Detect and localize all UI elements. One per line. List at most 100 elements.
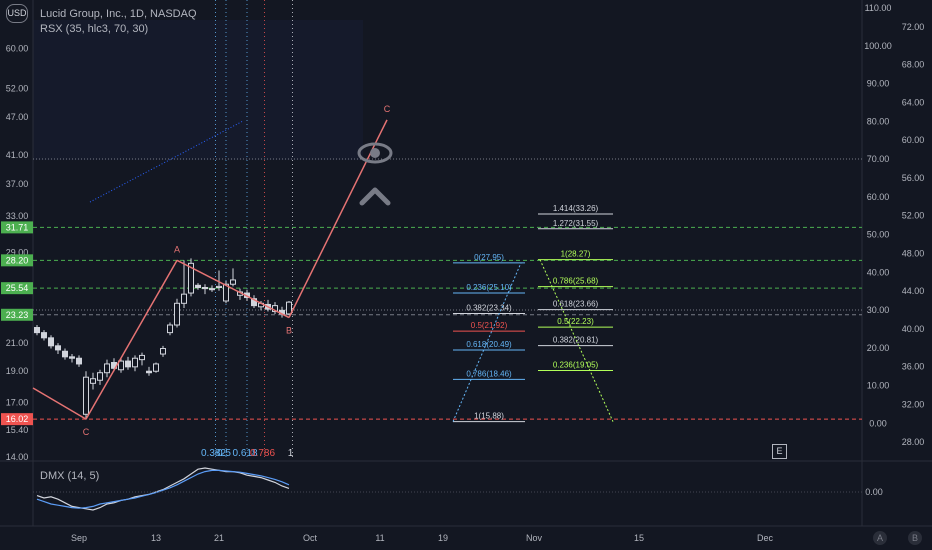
fib-level-label: 0.236(19.05) xyxy=(553,360,599,369)
rsx-axis-tick: 100.00 xyxy=(864,41,892,51)
x-axis-tick: 19 xyxy=(438,533,448,543)
candle-body xyxy=(48,337,54,347)
scale-a-button[interactable]: A xyxy=(873,531,887,545)
x-axis-tick: 15 xyxy=(634,533,644,543)
chevron-up-icon[interactable] xyxy=(359,187,391,206)
fib-drawings: 0(27.95) 0.236(25.10) 0.382(23.34) 0.5(21.9… xyxy=(452,204,614,423)
left-axis-tick: 21.00 xyxy=(6,338,29,348)
price-badge xyxy=(1,254,33,267)
outer-axis-tick: 36.00 xyxy=(902,362,925,372)
rsx-axis-tick: 70.00 xyxy=(867,154,890,164)
rsx-axis-tick: 20.00 xyxy=(867,343,890,353)
candle-body xyxy=(181,293,187,304)
rsx-shaded-zone xyxy=(33,20,363,160)
candle-body xyxy=(251,298,257,307)
x-axis-tick: 13 xyxy=(151,533,161,543)
x-axis-tick: 21 xyxy=(214,533,224,543)
fib-diagonal xyxy=(539,259,614,422)
candle-body xyxy=(209,288,215,291)
fib-level-label: 0.786(18.46) xyxy=(466,369,512,378)
e-button[interactable]: E xyxy=(772,444,787,459)
rsx-axis-tick: 80.00 xyxy=(867,116,890,126)
candle-body xyxy=(97,372,103,381)
outer-axis-tick: 44.00 xyxy=(902,286,925,296)
left-axis-tick: 14.00 xyxy=(6,452,29,462)
outer-axis-tick: 32.00 xyxy=(902,399,925,409)
x-axis-tick: Dec xyxy=(757,533,774,543)
outer-axis-tick: 48.00 xyxy=(902,248,925,258)
candle-body xyxy=(153,363,159,372)
price-badge-label: 25.54 xyxy=(6,283,29,293)
fib-level-label: 0.5(22.23) xyxy=(557,317,594,326)
left-axis-tick: 37.00 xyxy=(6,179,29,189)
left-axis-tick: 52.00 xyxy=(6,83,29,93)
candle-body xyxy=(41,332,47,339)
candle-body xyxy=(195,284,201,289)
fib-diagonal xyxy=(452,262,522,422)
abc-point-label: C xyxy=(384,104,391,114)
dmx-indicator-label[interactable]: DMX (14, 5) xyxy=(40,470,100,482)
rsx-axis-tick: 90.00 xyxy=(867,79,890,89)
outer-axis-tick: 28.00 xyxy=(902,437,925,447)
left-axis-tick: 15.40 xyxy=(6,425,29,435)
fib-level-label: 1.414(33.26) xyxy=(553,204,599,213)
rsx-axis-tick: 30.00 xyxy=(867,305,890,315)
scale-b-button[interactable]: B xyxy=(908,531,922,545)
dmx-axis-tick: 0.00 xyxy=(865,487,883,497)
fib-level-label: 1(15.88) xyxy=(474,412,504,421)
abc-leg xyxy=(176,259,290,319)
x-axis-tick: Nov xyxy=(526,533,543,543)
price-badge-label: 31.71 xyxy=(6,222,29,232)
x-axis-tick: 11 xyxy=(375,533,384,543)
horizontal-levels xyxy=(33,226,862,420)
candle-body xyxy=(167,324,173,334)
fib-level-label: 0.5(21.92) xyxy=(471,321,508,330)
fib-time-label: 0.618 xyxy=(232,448,257,459)
abc-point-label: C xyxy=(83,427,90,437)
price-badge-label: 28.20 xyxy=(6,255,29,265)
left-axis-tick: 33.00 xyxy=(6,211,29,221)
candle-body xyxy=(160,348,166,355)
fib-time-label: 0.5 xyxy=(217,448,231,459)
price-badge xyxy=(1,282,33,295)
candle-body xyxy=(174,302,180,326)
candle-body xyxy=(62,350,68,358)
candle-body xyxy=(76,357,82,365)
price-badge xyxy=(1,221,33,234)
candle-body xyxy=(139,354,145,361)
abc-point-label: B xyxy=(286,326,292,336)
candle-body xyxy=(90,378,96,384)
candle-body xyxy=(216,285,222,289)
candle-body xyxy=(125,360,131,368)
eye-icon[interactable] xyxy=(357,142,393,164)
x-axis-tick: Sep xyxy=(71,533,87,543)
currency-badge[interactable]: USD xyxy=(6,4,28,23)
dmx-pane xyxy=(33,467,862,511)
candle-body xyxy=(286,301,292,315)
fib-level-label: 0(27.95) xyxy=(474,253,504,262)
candle-body xyxy=(230,279,236,285)
left-axis-tick: 60.00 xyxy=(6,43,29,53)
outer-axis-tick: 40.00 xyxy=(902,324,925,334)
trend-dotted-line xyxy=(89,120,244,203)
abc-point-label: A xyxy=(174,244,180,254)
fib-level-label: 1(28.27) xyxy=(561,250,591,259)
dmx-series-line xyxy=(36,469,290,509)
abc-leg xyxy=(85,259,178,420)
abc-leg xyxy=(32,387,87,420)
fib-level-label: 0.786(25.68) xyxy=(553,277,599,286)
rsx-axis-tick: 40.00 xyxy=(867,267,890,277)
fib-time-label: 1 xyxy=(288,448,294,459)
left-axis-tick: 41.00 xyxy=(6,150,29,160)
candle-body xyxy=(69,356,75,359)
candle-body xyxy=(83,376,89,415)
candle-body xyxy=(188,262,194,294)
left-axis-tick: 47.00 xyxy=(6,112,29,122)
candle-body xyxy=(104,363,110,374)
candle-body xyxy=(223,283,229,302)
rsx-indicator-label[interactable]: RSX (35, hlc3, 70, 30) xyxy=(40,23,149,35)
rsx-axis-tick: 10.00 xyxy=(867,381,890,391)
